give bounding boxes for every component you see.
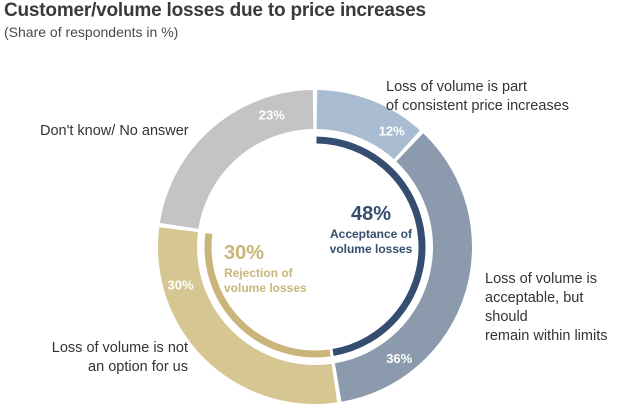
chart-title: Customer/volume losses due to price incr… [4,0,426,21]
outer-label-consistent-increases: Loss of volume is part of consistent pri… [386,79,569,114]
group-caption-0-0: Acceptance of [330,227,413,241]
group-value-label-0: 48% [351,203,391,225]
donut-slice-1 [334,133,472,402]
donut-slice-0 [316,90,420,160]
group-arc-0 [316,136,426,356]
group-caption-0-1: volume losses [330,242,413,256]
donut-slice-3 [159,90,314,229]
outer-label-acceptable-within-limits: Loss of volume is acceptable, but should… [485,271,608,344]
slice-value-label-2: 30% [168,277,194,292]
slice-value-label-1: 36% [386,351,412,366]
group-value-label-1: 30% [224,242,264,264]
outer-label-not-an-option: Loss of volume is not an option for us [51,340,188,375]
chart-subtitle: (Share of respondents in %) [4,24,179,40]
slice-value-label-3: 23% [259,107,285,122]
group-arc-1 [204,233,331,358]
donut-slice-2 [157,227,338,404]
slice-value-label-0: 12% [379,123,405,138]
group-caption-1-1: volume losses [224,281,307,295]
group-caption-1-0: Rejection of [224,266,294,280]
outer-label-dont-know: Don't know/ No answer [40,123,189,139]
